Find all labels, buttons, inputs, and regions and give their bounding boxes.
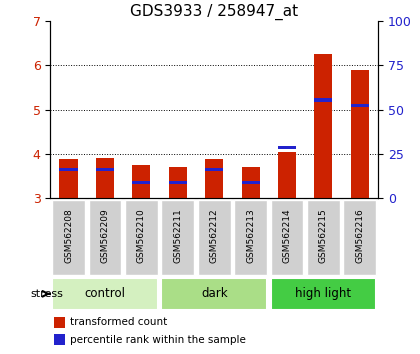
Bar (241, 181, 260, 184)
Bar (60, 168, 78, 171)
Bar (169, 181, 187, 184)
Text: GSM562213: GSM562213 (246, 208, 255, 263)
Bar (60, 159, 78, 198)
Text: stress: stress (30, 289, 63, 299)
Text: GSM562210: GSM562210 (137, 208, 146, 263)
Bar (278, 146, 296, 149)
Text: high light: high light (295, 287, 352, 300)
Text: dark: dark (201, 287, 228, 300)
Bar (270, 278, 376, 310)
Bar (270, 200, 303, 275)
Text: control: control (84, 287, 126, 300)
Bar (132, 165, 150, 198)
Bar (52, 200, 85, 275)
Bar (132, 181, 150, 184)
Title: GDS3933 / 258947_at: GDS3933 / 258947_at (130, 4, 298, 20)
Text: GSM562211: GSM562211 (173, 208, 182, 263)
Bar (351, 104, 369, 107)
Text: GSM562214: GSM562214 (283, 208, 291, 263)
Bar (314, 98, 333, 102)
Bar (205, 159, 223, 198)
Text: transformed count: transformed count (70, 318, 167, 327)
Bar (344, 200, 376, 275)
Bar (54, 317, 65, 328)
Text: percentile rank within the sample: percentile rank within the sample (70, 335, 246, 344)
Bar (89, 200, 121, 275)
Bar (234, 200, 267, 275)
Bar (198, 200, 231, 275)
Bar (96, 168, 114, 171)
Text: GSM562208: GSM562208 (64, 208, 73, 263)
Bar (96, 159, 114, 198)
Bar (314, 55, 333, 198)
Bar (351, 70, 369, 198)
Bar (241, 167, 260, 198)
Bar (161, 200, 194, 275)
Text: GSM562215: GSM562215 (319, 208, 328, 263)
Bar (205, 168, 223, 171)
Text: GSM562209: GSM562209 (100, 208, 110, 263)
Bar (278, 152, 296, 198)
Text: GSM562216: GSM562216 (355, 208, 364, 263)
Bar (54, 334, 65, 345)
Bar (161, 278, 267, 310)
Bar (169, 167, 187, 198)
Bar (307, 200, 340, 275)
Bar (52, 278, 158, 310)
Bar (125, 200, 158, 275)
Text: GSM562212: GSM562212 (210, 208, 219, 263)
